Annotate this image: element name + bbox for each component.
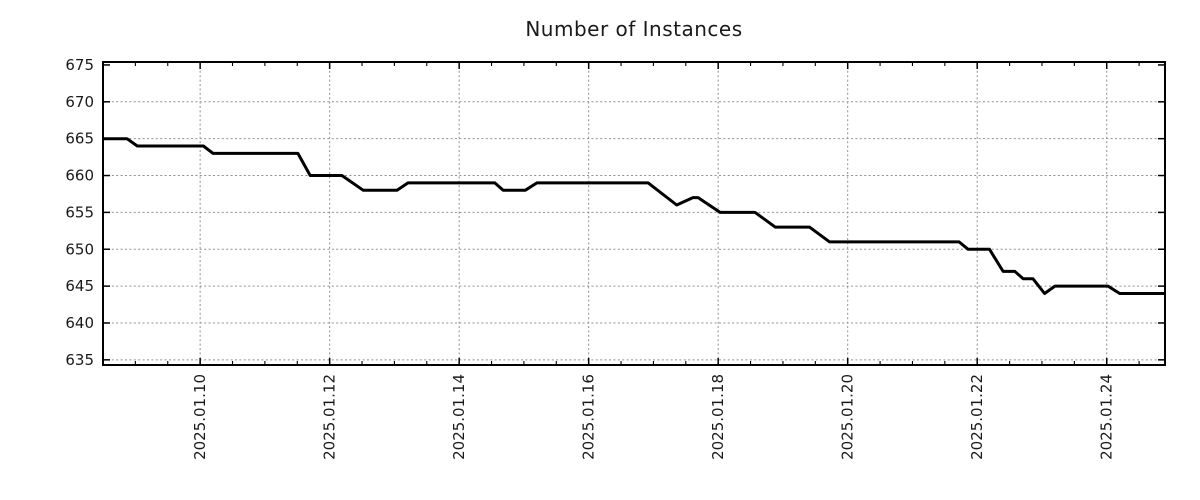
x-tick-label: 2025.01.16: [580, 374, 598, 460]
y-tick-label: 645: [65, 277, 94, 295]
x-tick-label: 2025.01.20: [839, 374, 857, 460]
x-tick-label: 2025.01.18: [709, 374, 727, 460]
chart-title: Number of Instances: [525, 17, 743, 41]
x-tick-label: 2025.01.24: [1098, 374, 1116, 460]
x-tick-label: 2025.01.14: [450, 374, 468, 460]
x-tick-label: 2025.01.10: [191, 374, 209, 460]
y-tick-label: 670: [65, 93, 94, 111]
y-tick-label: 660: [65, 167, 94, 185]
y-tick-label: 640: [65, 314, 94, 332]
y-tick-label: 650: [65, 240, 94, 258]
y-tick-label: 665: [65, 130, 94, 148]
x-tick-label: 2025.01.22: [968, 374, 986, 460]
x-tick-label: 2025.01.12: [321, 374, 339, 460]
y-tick-label: 655: [65, 203, 94, 221]
plot-frame: [102, 61, 1166, 366]
y-tick-label: 635: [65, 351, 94, 369]
y-tick-label: 675: [65, 56, 94, 74]
data-line: [103, 137, 1165, 295]
